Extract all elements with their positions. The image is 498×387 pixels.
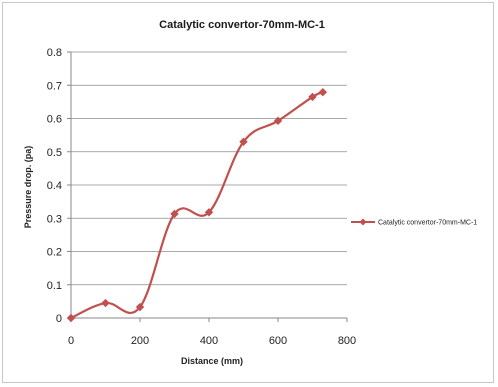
y-tick-label: 0.3 <box>47 213 62 225</box>
x-tick-label: 400 <box>200 335 218 347</box>
chart-area: Catalytic convertor-70mm-MC-1 0 0.1 0.2 0.3… <box>2 2 494 383</box>
x-axis-label: Distance (mm) <box>181 356 243 366</box>
x-tick-label: 800 <box>338 335 356 347</box>
legend-marker-swatch <box>359 218 367 226</box>
y-tick-label: 0.8 <box>47 47 62 59</box>
data-point-marker <box>135 302 145 312</box>
legend-label: Catalytic convertor-70mm-MC-1 <box>378 220 477 227</box>
y-axis-label: Pressure drop. (pa) <box>23 146 33 229</box>
y-tick-label: 0.4 <box>47 180 62 192</box>
series-group <box>66 88 328 323</box>
line-chart: Catalytic convertor-70mm-MC-1 0 0.1 0.2 0.3… <box>23 19 477 366</box>
y-tick-label: 0.7 <box>47 80 62 92</box>
legend: Catalytic convertor-70mm-MC-1 <box>351 218 477 227</box>
y-tick-label: 0.1 <box>47 280 62 292</box>
series-line <box>70 91 324 320</box>
data-point-marker <box>239 137 248 146</box>
gridlines <box>71 51 347 286</box>
x-tick-label: 200 <box>131 335 149 347</box>
y-tick-label: 0.2 <box>47 247 62 259</box>
x-tick-label: 600 <box>269 335 287 347</box>
chart-title: Catalytic convertor-70mm-MC-1 <box>159 19 325 31</box>
data-point-marker <box>170 209 179 219</box>
x-tick-labels: 0 200 400 600 800 <box>68 318 356 347</box>
data-point-marker <box>101 298 110 308</box>
data-point-marker <box>66 313 76 323</box>
y-tick-labels: 0 0.1 0.2 0.3 0.4 0.5 0.6 0.7 0.8 <box>47 47 71 325</box>
x-tick-label: 0 <box>68 335 74 347</box>
y-tick-label: 0.6 <box>47 114 62 126</box>
data-point-marker <box>308 92 317 102</box>
y-tick-label: 0 <box>56 313 62 325</box>
data-point-marker <box>204 208 214 217</box>
data-point-marker <box>273 116 283 126</box>
data-point-marker <box>318 88 328 97</box>
y-tick-label: 0.5 <box>47 147 62 159</box>
